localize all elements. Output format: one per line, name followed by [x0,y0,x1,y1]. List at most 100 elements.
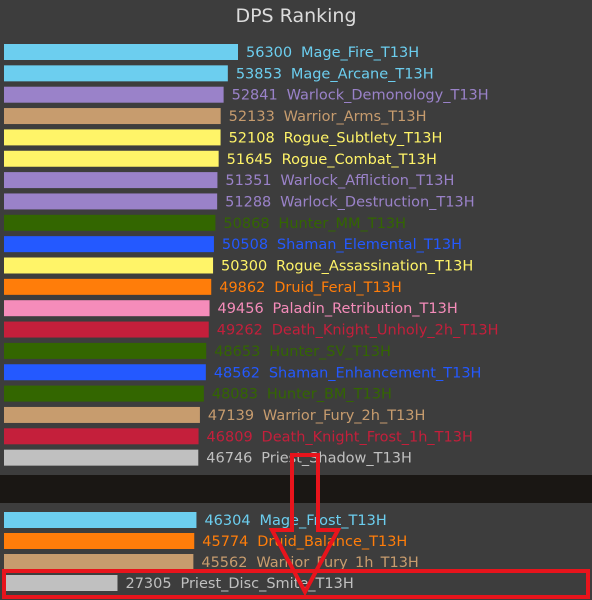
bar-label: Paladin_Retribution_T13H [273,301,458,317]
bar-label: Warlock_Affliction_T13H [280,173,454,189]
bar [4,86,224,103]
bar-row: 52841 Warlock_Demonology_T13H [4,86,489,104]
bar-label: Rogue_Subtlety_T13H [284,130,443,146]
bar-row: 45774 Druid_Balance_T13H [4,533,407,550]
bar [4,44,238,60]
bar-label: Mage_Frost_T13H [259,513,386,529]
bar-value: 49262 [217,323,263,339]
bar-value: 52841 [232,88,278,104]
bar-row: 48562 Shaman_Enhancement_T13H [4,364,481,381]
bar [4,236,214,253]
bar [4,172,218,189]
bar-value: 48083 [212,387,258,403]
bar-row: 48083 Hunter_BM_T13H [4,385,392,403]
bar [4,512,197,528]
bar-row: 52108 Rogue_Subtlety_T13H [4,129,442,146]
bar-label: Hunter_SV_T13H [269,344,391,360]
bar [4,257,214,274]
bar-value: 52108 [229,130,275,146]
bar-label: Rogue_Combat_T13H [282,152,437,168]
bar-label: Warrior_Fury_1h_T13H [256,555,418,571]
bar-label: Warrior_Fury_2h_T13H [263,408,425,424]
bar-value: 56300 [246,45,292,61]
bar [4,321,209,338]
bar [4,214,216,231]
bar-value: 51645 [227,152,273,168]
bar [4,278,212,295]
bar-row: 46746 Priest_Shadow_T13H [4,449,412,467]
bar-row: 48653 Hunter_SV_T13H [4,342,391,360]
bar-value: 27305 [125,576,171,592]
bar-row: 51351 Warlock_Affliction_T13H [4,172,454,189]
bar [4,554,194,570]
bar-label: Death_Knight_Frost_1h_T13H [262,429,473,445]
bar-label: Shaman_Enhancement_T13H [269,365,482,381]
bar [4,129,221,146]
bar [4,193,218,210]
bar-row: 49262 Death_Knight_Unholy_2h_T13H [4,321,499,339]
bar [4,108,221,125]
bar-value: 50508 [222,237,268,253]
bar-value: 49862 [219,280,265,296]
bar-label: Shaman_Elemental_T13H [277,237,462,253]
bar [4,364,206,381]
bar-value: 53853 [236,66,282,82]
bar-label: Hunter_MM_T13H [278,216,406,232]
bar-value: 50868 [223,216,269,232]
bar-row: 49456 Paladin_Retribution_T13H [4,300,458,317]
bar-row: 47139 Warrior_Fury_2h_T13H [4,406,425,424]
bar-label: Hunter_BM_T13H [267,387,392,403]
bar-value: 51288 [225,194,271,210]
bar-value: 46746 [206,451,252,467]
down-arrow-icon [268,453,342,597]
bar-value: 50300 [221,259,267,275]
bar [4,449,199,466]
bar [4,385,204,402]
bar-value: 48653 [214,344,260,360]
bar-label: Warlock_Demonology_T13H [287,88,489,104]
bar-row: 45562 Warrior_Fury_1h_T13H [4,554,419,571]
bar-value: 46809 [207,429,253,445]
bar-label: Mage_Arcane_T13H [291,66,434,82]
bar-value: 52133 [229,109,275,125]
bar [4,533,195,549]
bar-row: 52133 Warrior_Arms_T13H [4,108,427,125]
bar [4,65,228,82]
bar [4,428,199,445]
bar-row: 46304 Mage_Frost_T13H [4,512,387,529]
top-bar-list: 56300 Mage_Fire_T13H 53853 Mage_Arcane_T13H… [4,44,499,467]
bar-label: Priest_Disc_Smite_T13H [180,576,353,592]
bar-row: 50300 Rogue_Assassination_T13H [4,257,473,275]
bar-label: Warlock_Destruction_T13H [280,194,474,210]
bar-label: Priest_Shadow_T13H [261,451,412,467]
bar-label: Death_Knight_Unholy_2h_T13H [272,323,499,339]
bar-value: 46304 [204,513,250,529]
bar-value: 49456 [218,301,264,317]
bar-row: 51645 Rogue_Combat_T13H [4,150,437,168]
bar-label: Mage_Fire_T13H [301,45,419,61]
bar-row: 56300 Mage_Fire_T13H [4,44,419,61]
chart-title: DPS Ranking [235,5,356,27]
bar [4,150,219,167]
bar-value: 45774 [202,534,248,550]
bar-value: 45562 [201,555,247,571]
bar-value: 47139 [208,408,254,424]
bar-label: Rogue_Assassination_T13H [276,259,473,275]
bar [4,300,210,317]
bar-value: 51351 [225,173,271,189]
bar-value: 48562 [214,365,260,381]
bar-row: 49862 Druid_Feral_T13H [4,278,402,296]
annotation-layer [2,453,590,599]
bar-row: 50508 Shaman_Elemental_T13H [4,236,462,253]
bar-label: Warrior_Arms_T13H [284,109,427,125]
bar-row: 53853 Mage_Arcane_T13H [4,65,434,82]
bar [4,575,118,591]
bar-row: 46809 Death_Knight_Frost_1h_T13H [4,428,473,445]
bar [4,406,200,423]
bar [4,342,207,359]
bottom-bar-list: 46304 Mage_Frost_T13H 45774 Druid_Balance_T… [4,512,419,592]
bar-label: Druid_Feral_T13H [274,280,402,296]
bar-row: 51288 Warlock_Destruction_T13H [4,193,475,210]
bar-row: 50868 Hunter_MM_T13H [4,214,406,232]
